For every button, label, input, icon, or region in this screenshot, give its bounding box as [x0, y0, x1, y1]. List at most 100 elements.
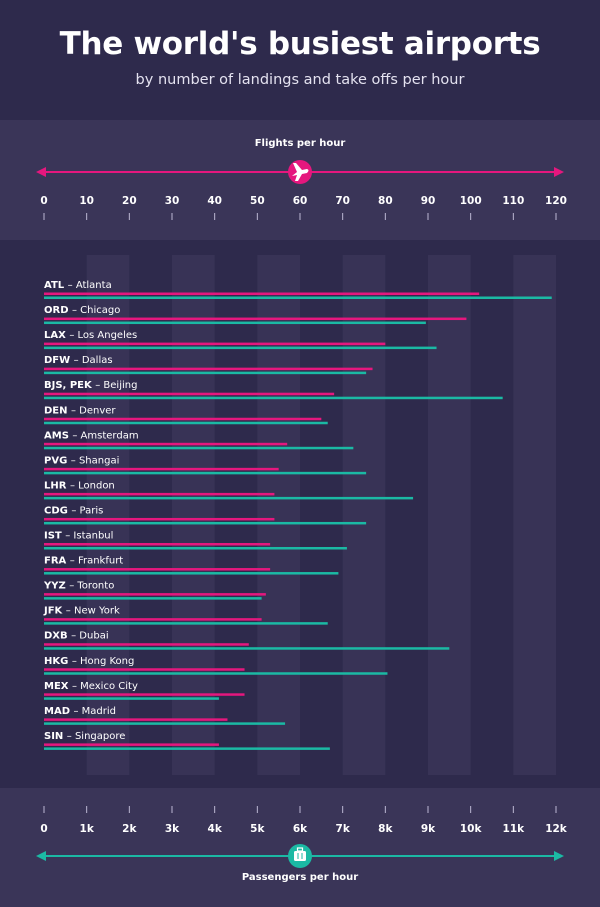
passengers-bar — [44, 496, 414, 500]
bottom-tick-label: 1k — [80, 823, 95, 835]
bottom-tick-label: 2k — [122, 823, 137, 835]
airport-code: FRA — [44, 556, 70, 567]
airport-city: – Singapore — [67, 731, 126, 742]
flights-bar — [44, 467, 279, 471]
passengers-bar — [44, 346, 437, 350]
passengers-bar — [44, 371, 367, 375]
airport-city: – Istanbul — [65, 531, 113, 542]
airport-code: BJS, PEK — [44, 380, 95, 391]
passengers-bar — [44, 421, 328, 425]
airport-city: – Dallas — [74, 355, 113, 366]
flights-bar — [44, 618, 262, 621]
flights-bar — [44, 693, 245, 696]
airport-code: DXB — [44, 631, 71, 642]
flights-bar — [44, 568, 271, 571]
bottom-tick-label: 3k — [165, 823, 180, 835]
passengers-bar — [44, 547, 347, 550]
airplane-icon — [292, 163, 309, 181]
airport-label: HKG – Hong Kong — [44, 656, 134, 667]
chart-title: The world's busiest airports — [59, 26, 541, 62]
airport-code: SIN — [44, 731, 67, 742]
passengers-bar — [44, 572, 339, 575]
airport-code: YYZ — [43, 581, 69, 592]
airport-code: MAD — [44, 706, 73, 717]
airport-city: – Los Angeles — [69, 330, 137, 341]
airport-label: ATL – Atlanta — [44, 280, 112, 291]
airport-code: AMS — [44, 430, 72, 441]
flights-bar — [44, 342, 386, 346]
airport-label: CDG – Paris — [44, 505, 103, 516]
bottom-tick-label: 5k — [250, 823, 265, 835]
top-arrow-left-head — [36, 167, 46, 177]
bottom-arrow-left-head — [36, 851, 46, 861]
chart-subtitle: by number of landings and take offs per … — [135, 72, 465, 88]
grid-stripe — [428, 255, 471, 775]
passengers-bar — [44, 597, 262, 600]
flights-bar — [44, 417, 322, 421]
flights-bar — [44, 292, 480, 295]
passengers-bar — [44, 321, 426, 325]
flights-bar — [44, 492, 275, 496]
grid-stripe — [342, 255, 386, 775]
airport-city: – Toronto — [69, 581, 114, 592]
airport-code: LAX — [44, 330, 69, 341]
passengers-bar — [44, 747, 330, 750]
top-tick-label: 110 — [502, 195, 524, 207]
airport-label: AMS – Amsterdam — [44, 430, 139, 441]
airport-city: – London — [70, 480, 115, 491]
airport-label: BJS, PEK – Beijing — [44, 380, 137, 391]
flights-bar — [44, 392, 335, 396]
top-tick-label: 50 — [250, 195, 265, 207]
airport-city: – Madrid — [73, 706, 116, 717]
flights-bar — [44, 317, 467, 321]
airport-label: DXB – Dubai — [44, 631, 109, 642]
passengers-bar — [44, 697, 219, 700]
airport-code: IST — [44, 531, 65, 542]
airport-code: PVG — [44, 455, 71, 466]
bottom-axis-title: Passengers per hour — [241, 872, 359, 883]
top-tick-label: 70 — [335, 195, 350, 207]
grid-stripe — [513, 255, 556, 775]
top-tick-label: 80 — [378, 195, 393, 207]
airport-city: – Hong Kong — [72, 656, 135, 667]
airport-city: – Shangai — [71, 455, 120, 466]
airport-city: – Dubai — [71, 631, 108, 642]
passengers-bar — [44, 722, 286, 725]
bottom-tick-label: 9k — [421, 823, 436, 835]
airport-city: – Denver — [71, 405, 116, 416]
passengers-bar — [44, 471, 367, 475]
passengers-bar — [44, 647, 450, 650]
grid-stripe — [172, 255, 215, 775]
airport-code: DEN — [44, 405, 71, 416]
airport-label: IST – Istanbul — [44, 531, 113, 542]
top-tick-label: 60 — [293, 195, 308, 207]
flights-bar — [44, 743, 219, 746]
bottom-arrow-right-head — [554, 851, 564, 861]
top-tick-label: 100 — [460, 195, 482, 207]
bottom-tick-label: 10k — [460, 823, 483, 835]
airport-label: YYZ – Toronto — [43, 581, 114, 592]
airport-city: – Chicago — [72, 305, 120, 316]
airport-city: – Frankfurt — [70, 556, 124, 567]
airport-code: CDG — [44, 505, 71, 516]
airport-label: LAX – Los Angeles — [44, 330, 137, 341]
grid-stripe — [257, 255, 300, 775]
passengers-bar — [44, 446, 354, 450]
airport-label: PVG – Shangai — [44, 455, 119, 466]
airport-code: DFW — [44, 355, 74, 366]
bottom-tick-label: 4k — [208, 823, 223, 835]
airport-city: – Mexico City — [72, 681, 138, 692]
airport-label: LHR – London — [44, 480, 115, 491]
airport-city: – Amsterdam — [72, 430, 138, 441]
airport-label: SIN – Singapore — [44, 731, 125, 742]
airport-code: ATL — [44, 280, 68, 291]
top-tick-label: 30 — [165, 195, 180, 207]
bottom-tick-label: 11k — [503, 823, 526, 835]
top-tick-label: 40 — [207, 195, 222, 207]
grid-stripe — [86, 255, 130, 775]
bottom-tick-label: 12k — [545, 823, 568, 835]
airport-label: JFK – New York — [43, 606, 120, 617]
flights-bar — [44, 718, 228, 721]
airport-code: ORD — [44, 305, 72, 316]
